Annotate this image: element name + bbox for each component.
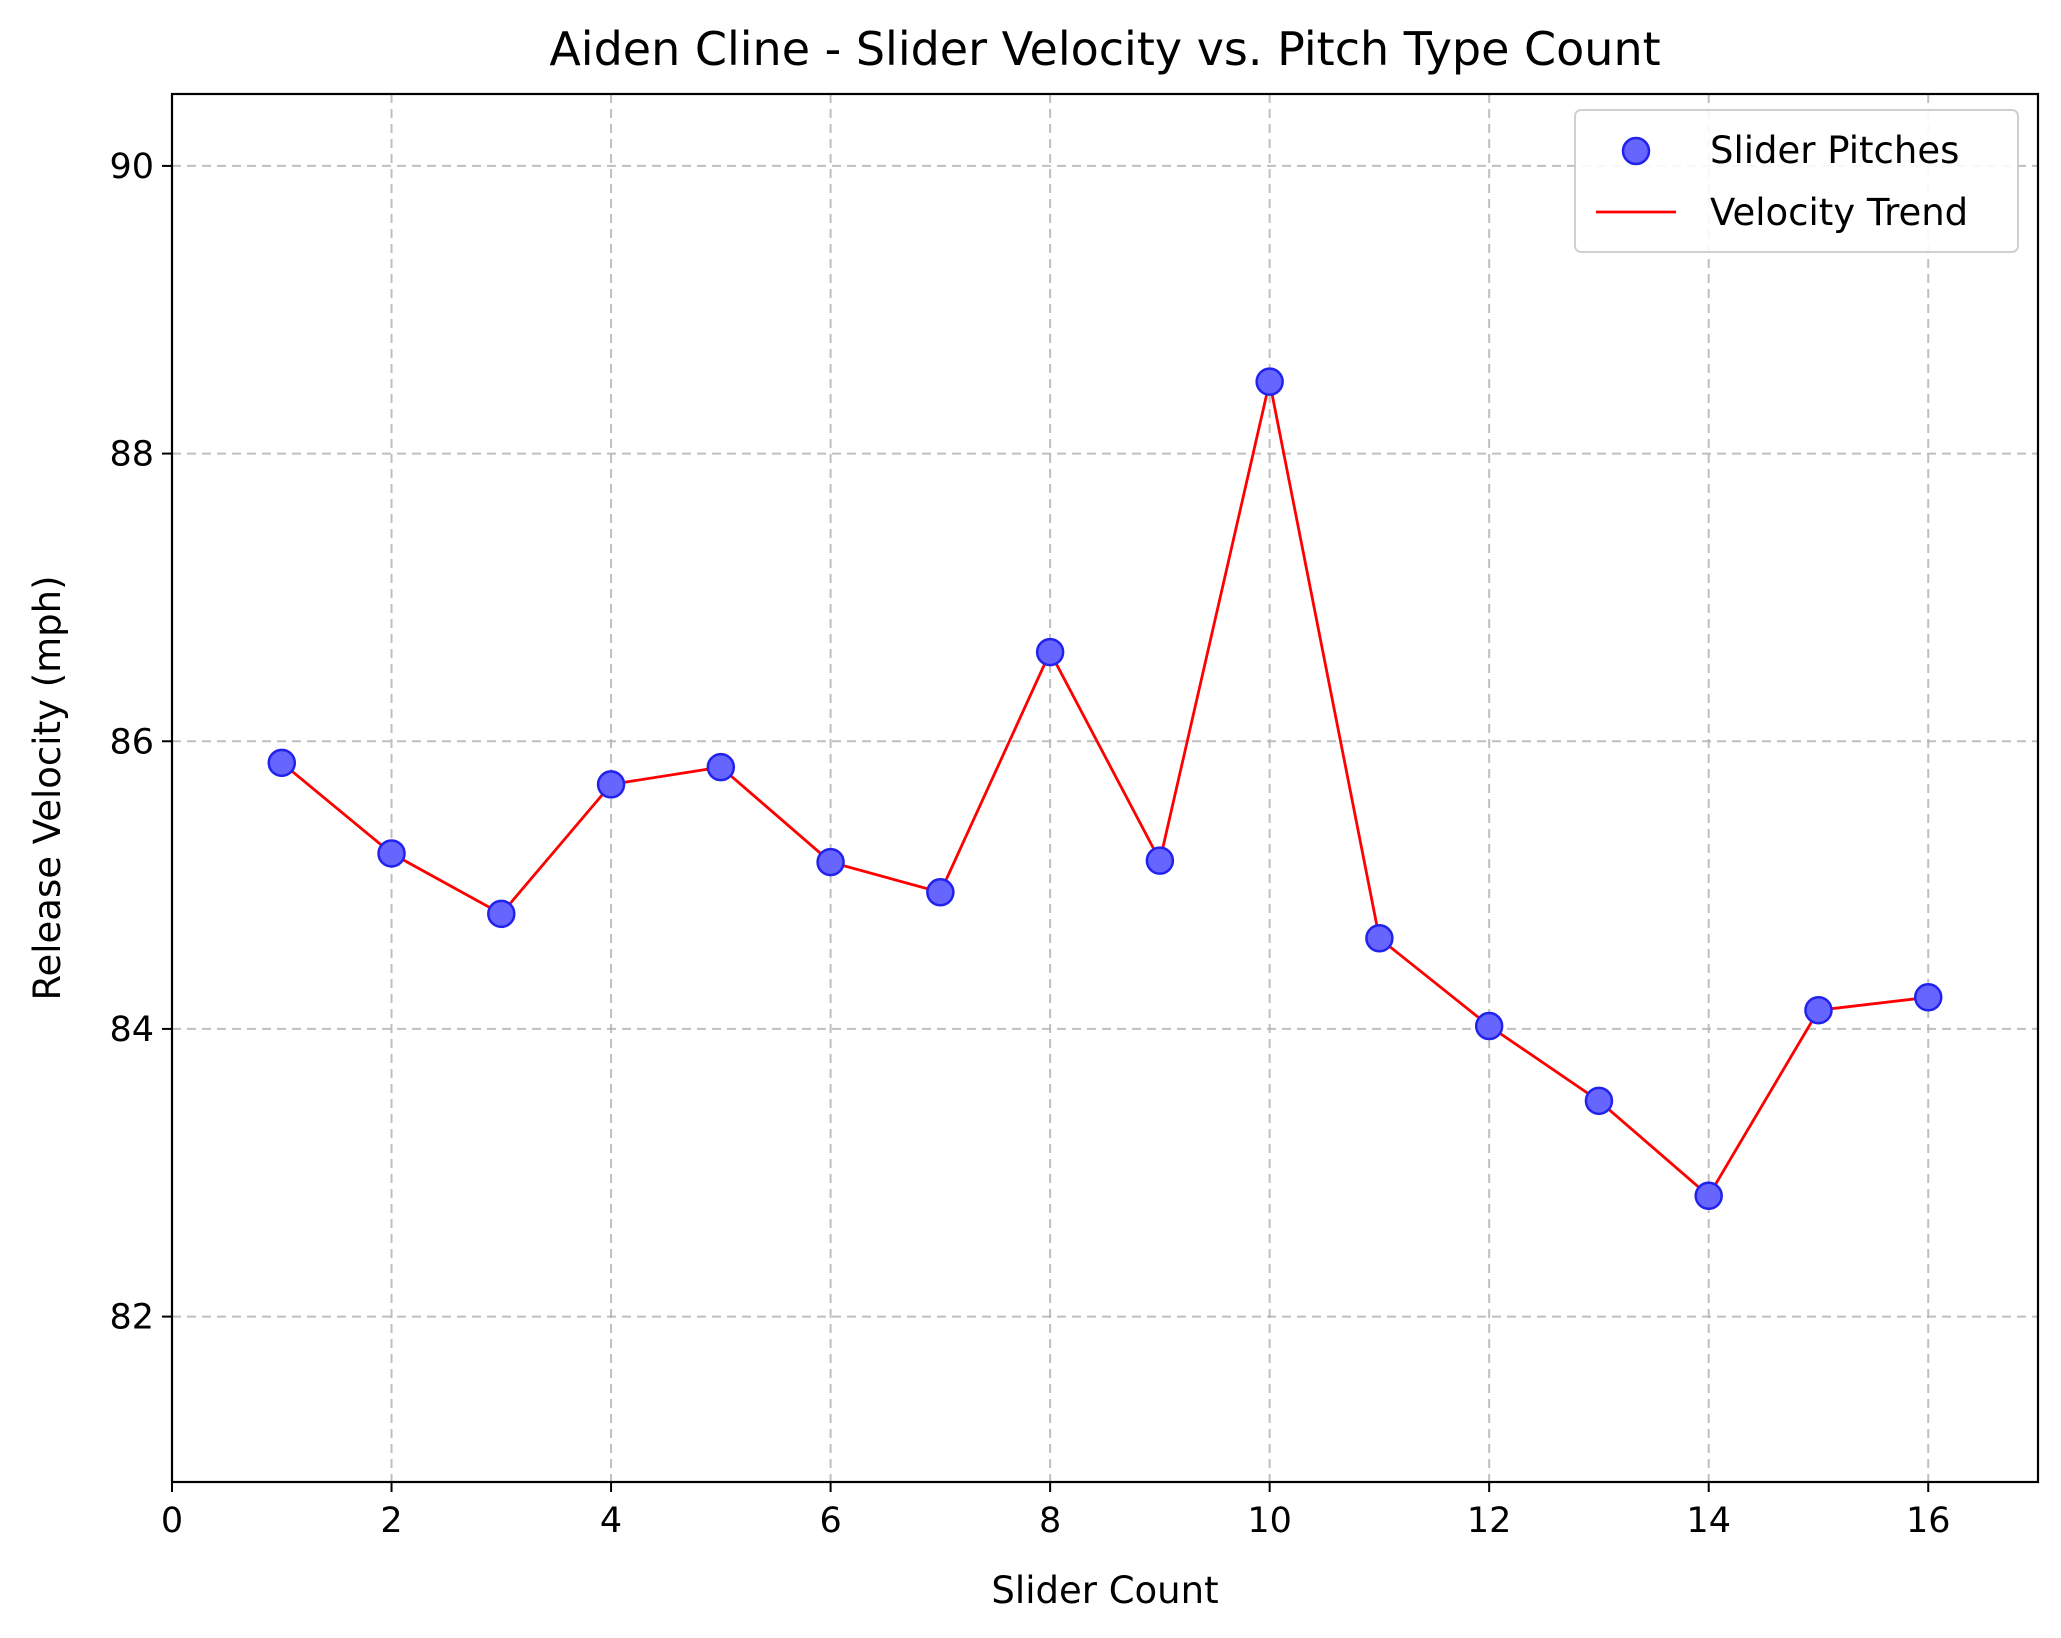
x-tick-label: 16	[1906, 1501, 1951, 1541]
chart-title: Aiden Cline - Slider Velocity vs. Pitch …	[549, 22, 1660, 76]
x-tick-label: 8	[1039, 1501, 1061, 1541]
legend-frame	[1574, 109, 2019, 253]
x-tick-label: 6	[819, 1501, 841, 1541]
grid	[171, 94, 2038, 1482]
y-tick-label: 84	[109, 1010, 154, 1050]
velocity-trend-line	[280, 381, 1929, 1198]
plot-frame	[170, 92, 2040, 1484]
slider-pitch-point	[816, 847, 845, 877]
slider-pitch-point	[1035, 637, 1065, 667]
slider-pitch-point	[1913, 983, 1943, 1012]
slider-pitch-point	[1255, 367, 1284, 396]
legend-label-slider-pitches: Slider Pitches	[1710, 129, 1959, 172]
x-tick-label: 2	[380, 1501, 402, 1541]
slider-pitch-point	[1474, 1011, 1504, 1041]
x-tick-label: 14	[1686, 1501, 1731, 1541]
x-tick-label: 4	[600, 1501, 622, 1541]
legend-label-velocity-trend: Velocity Trend	[1710, 191, 1968, 234]
slider-pitch-point	[596, 770, 626, 799]
slider-pitch-point	[1804, 995, 1833, 1025]
slider-pitch-point	[706, 752, 736, 782]
legend: Slider Pitches Velocity Trend	[1574, 109, 2019, 253]
slider-pitch-point	[267, 748, 297, 778]
x-tick-label: 10	[1247, 1501, 1292, 1541]
y-tick-label: 90	[109, 147, 154, 187]
y-axis-label: Release Velocity (mph)	[26, 575, 69, 1000]
slider-pitch-point	[377, 839, 406, 868]
slider-pitch-point	[1584, 1086, 1614, 1116]
legend-marker-slider-pitches	[1621, 136, 1651, 166]
slider-pitch-point	[926, 878, 955, 907]
slider-pitch-point	[1694, 1181, 1723, 1211]
y-tick-label: 88	[109, 435, 154, 475]
y-tick-label: 82	[109, 1298, 154, 1338]
axis-ticks: 0 2 4 6 8 10 12 14 16 82 84 86 88 90	[109, 147, 1950, 1541]
y-tick-label: 86	[109, 722, 154, 762]
x-axis-label: Slider Count	[991, 1569, 1218, 1612]
slider-pitch-point	[487, 899, 516, 929]
x-tick-label: 0	[161, 1501, 183, 1541]
x-tick-label: 12	[1467, 1501, 1512, 1541]
slider-pitch-point	[1365, 924, 1394, 953]
plot-area	[267, 367, 1943, 1211]
slider-pitch-point	[1145, 846, 1175, 875]
